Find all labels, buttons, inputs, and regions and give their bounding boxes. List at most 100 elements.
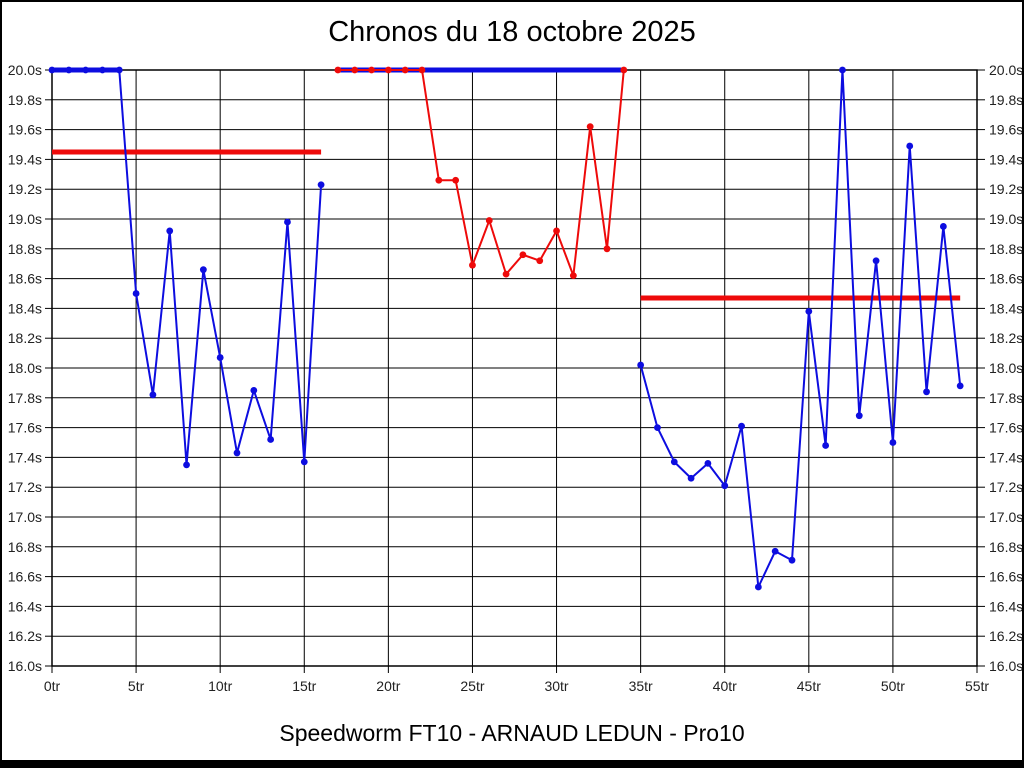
data-point-serie-3-bleue bbox=[670, 458, 678, 466]
y-axis-label-right: 19.6s bbox=[989, 122, 1023, 138]
data-point-serie-1-bleue bbox=[132, 290, 140, 297]
data-point-serie-2-rouge bbox=[418, 66, 426, 74]
data-point-serie-2-rouge bbox=[502, 270, 510, 278]
data-point-serie-3-bleue bbox=[788, 556, 796, 564]
data-point-serie-1-bleue bbox=[250, 386, 258, 394]
y-axis-label-right: 18.4s bbox=[989, 300, 1023, 316]
data-point-serie-2-rouge bbox=[553, 227, 560, 235]
data-point-serie-2-rouge bbox=[384, 66, 392, 74]
series-line-serie-3-bleue bbox=[639, 69, 962, 589]
data-point-serie-1-bleue bbox=[82, 66, 90, 74]
y-axis-label-left: 17.0s bbox=[8, 509, 42, 525]
y-axis-label-right: 18.6s bbox=[989, 271, 1023, 287]
y-axis-label-right: 17.4s bbox=[989, 449, 1023, 465]
x-axis-label: 40tr bbox=[713, 678, 737, 694]
y-axis-label-right: 16.6s bbox=[989, 569, 1023, 585]
x-axis-label: 30tr bbox=[544, 678, 568, 694]
data-point-serie-2-rouge bbox=[536, 257, 544, 265]
data-point-serie-1-bleue bbox=[99, 66, 106, 74]
x-axis-label: 35tr bbox=[629, 678, 653, 694]
y-axis-label-right: 18.2s bbox=[989, 330, 1023, 346]
y-axis-label-left: 17.6s bbox=[8, 420, 42, 436]
data-point-serie-3-bleue bbox=[839, 66, 846, 74]
data-point-serie-1-bleue bbox=[267, 436, 275, 443]
y-axis-label-left: 16.4s bbox=[8, 598, 42, 614]
data-point-serie-2-rouge bbox=[401, 66, 409, 74]
y-axis-label-right: 17.8s bbox=[989, 390, 1023, 406]
data-point-serie-3-bleue bbox=[822, 442, 830, 449]
series-line-serie-2-rouge bbox=[337, 69, 625, 277]
y-axis-label-left: 19.4s bbox=[8, 151, 42, 167]
x-axis-label: 55tr bbox=[965, 678, 989, 694]
y-axis-label-right: 20.0s bbox=[989, 62, 1023, 78]
y-axis-label-right: 16.0s bbox=[989, 658, 1023, 674]
data-point-serie-1-bleue bbox=[300, 458, 308, 466]
x-axis-label: 15tr bbox=[292, 678, 316, 694]
data-point-serie-3-bleue bbox=[889, 439, 897, 446]
y-axis-label-right: 17.6s bbox=[989, 420, 1023, 436]
y-axis-label-left: 18.2s bbox=[8, 330, 42, 346]
y-axis-label-right: 19.4s bbox=[989, 151, 1023, 167]
data-point-serie-2-rouge bbox=[435, 176, 443, 184]
data-point-serie-3-bleue bbox=[906, 142, 914, 150]
x-axis-label: 0tr bbox=[44, 678, 61, 694]
y-axis-label-left: 19.6s bbox=[8, 122, 42, 138]
data-point-serie-3-bleue bbox=[872, 257, 880, 265]
y-axis-label-left: 18.6s bbox=[8, 271, 42, 287]
data-point-serie-3-bleue bbox=[754, 583, 762, 591]
data-point-serie-2-rouge bbox=[485, 217, 493, 224]
data-point-serie-3-bleue bbox=[704, 459, 712, 467]
y-axis-label-left: 18.8s bbox=[8, 241, 42, 257]
bottom-bar bbox=[2, 760, 1022, 766]
data-point-serie-1-bleue bbox=[317, 181, 325, 189]
y-axis-label-left: 17.2s bbox=[8, 479, 42, 495]
y-axis-label-left: 18.4s bbox=[8, 300, 42, 316]
x-axis-label: 5tr bbox=[128, 678, 145, 694]
data-point-serie-1-bleue bbox=[149, 391, 157, 399]
data-point-serie-3-bleue bbox=[855, 412, 863, 420]
y-axis-label-right: 19.8s bbox=[989, 92, 1023, 108]
y-axis-label-right: 18.0s bbox=[989, 360, 1023, 376]
y-axis-label-right: 19.0s bbox=[989, 211, 1023, 227]
y-axis-label-left: 19.8s bbox=[8, 92, 42, 108]
data-point-serie-2-rouge bbox=[603, 245, 611, 253]
data-point-serie-2-rouge bbox=[586, 123, 594, 131]
y-axis-label-left: 16.8s bbox=[8, 539, 42, 555]
y-axis-label-right: 17.0s bbox=[989, 509, 1023, 525]
data-point-serie-3-bleue bbox=[805, 307, 813, 315]
data-point-serie-3-bleue bbox=[956, 382, 964, 390]
y-axis-label-right: 18.8s bbox=[989, 241, 1023, 257]
data-point-serie-1-bleue bbox=[48, 66, 56, 74]
chart-title: Chronos du 18 octobre 2025 bbox=[328, 16, 696, 48]
data-point-serie-3-bleue bbox=[923, 388, 930, 396]
data-point-serie-1-bleue bbox=[199, 266, 207, 274]
y-axis-label-right: 16.2s bbox=[989, 628, 1023, 644]
data-point-serie-1-bleue bbox=[233, 449, 241, 457]
data-point-serie-1-bleue bbox=[115, 66, 123, 74]
y-axis-label-left: 16.6s bbox=[8, 569, 42, 585]
data-point-serie-1-bleue bbox=[284, 218, 291, 226]
data-point-serie-1-bleue bbox=[166, 227, 174, 235]
data-point-serie-3-bleue bbox=[939, 223, 947, 230]
y-axis-label-right: 16.4s bbox=[989, 598, 1023, 614]
data-point-serie-3-bleue bbox=[687, 474, 695, 482]
data-point-serie-2-rouge bbox=[351, 66, 359, 74]
data-point-serie-1-bleue bbox=[216, 354, 224, 361]
x-axis-label: 50tr bbox=[881, 678, 905, 694]
data-point-serie-3-bleue bbox=[738, 422, 745, 430]
y-axis-label-left: 19.2s bbox=[8, 181, 42, 197]
y-axis-label-right: 19.2s bbox=[989, 181, 1023, 197]
data-point-serie-2-rouge bbox=[519, 251, 527, 259]
x-axis-label: 10tr bbox=[208, 678, 232, 694]
data-point-serie-2-rouge bbox=[452, 176, 460, 184]
data-point-serie-3-bleue bbox=[721, 482, 729, 490]
data-point-serie-3-bleue bbox=[654, 424, 661, 431]
y-axis-label-left: 16.2s bbox=[8, 628, 42, 644]
data-point-serie-2-rouge bbox=[334, 66, 342, 74]
y-axis-label-left: 18.0s bbox=[8, 360, 42, 376]
x-axis-label: 20tr bbox=[376, 678, 400, 694]
x-axis-label: 25tr bbox=[460, 678, 484, 694]
data-point-serie-1-bleue bbox=[65, 66, 73, 74]
